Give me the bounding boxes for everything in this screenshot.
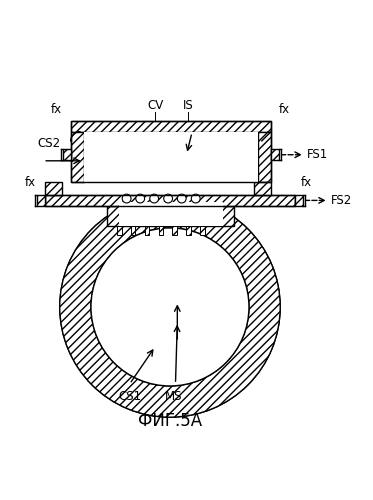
Text: fx: fx: [25, 176, 36, 190]
Circle shape: [122, 194, 131, 203]
Text: MS: MS: [165, 390, 182, 404]
Bar: [172, 226, 176, 235]
Bar: [200, 226, 204, 235]
Bar: [258, 132, 271, 182]
Bar: [159, 226, 163, 235]
Bar: [186, 226, 191, 235]
Text: fx: fx: [278, 103, 289, 116]
Bar: [71, 122, 271, 182]
Bar: [295, 195, 303, 206]
Bar: [63, 149, 71, 160]
Bar: [84, 132, 258, 182]
Bar: [45, 195, 295, 206]
Text: FS1: FS1: [307, 148, 328, 161]
Circle shape: [91, 228, 249, 386]
Bar: [271, 149, 279, 160]
Circle shape: [150, 194, 159, 203]
Bar: [71, 132, 84, 182]
Text: CV: CV: [147, 99, 163, 112]
Bar: [254, 182, 271, 195]
Text: FS2: FS2: [330, 194, 352, 207]
Text: fx: fx: [300, 176, 311, 190]
Bar: [45, 182, 62, 195]
Bar: [145, 226, 150, 235]
Text: fx: fx: [50, 103, 62, 116]
Bar: [107, 206, 234, 226]
Text: CS1: CS1: [118, 390, 141, 404]
Bar: [131, 226, 135, 235]
Circle shape: [177, 194, 186, 203]
Bar: [71, 122, 271, 132]
Text: IS: IS: [183, 99, 194, 112]
Text: ФИГ.5А: ФИГ.5А: [138, 412, 202, 430]
Bar: [119, 202, 223, 226]
Circle shape: [164, 194, 173, 203]
Bar: [45, 195, 295, 206]
Circle shape: [60, 196, 280, 417]
Bar: [117, 226, 122, 235]
Circle shape: [191, 194, 200, 203]
Text: CS2: CS2: [38, 137, 61, 150]
Bar: [37, 195, 45, 206]
Circle shape: [136, 194, 145, 203]
